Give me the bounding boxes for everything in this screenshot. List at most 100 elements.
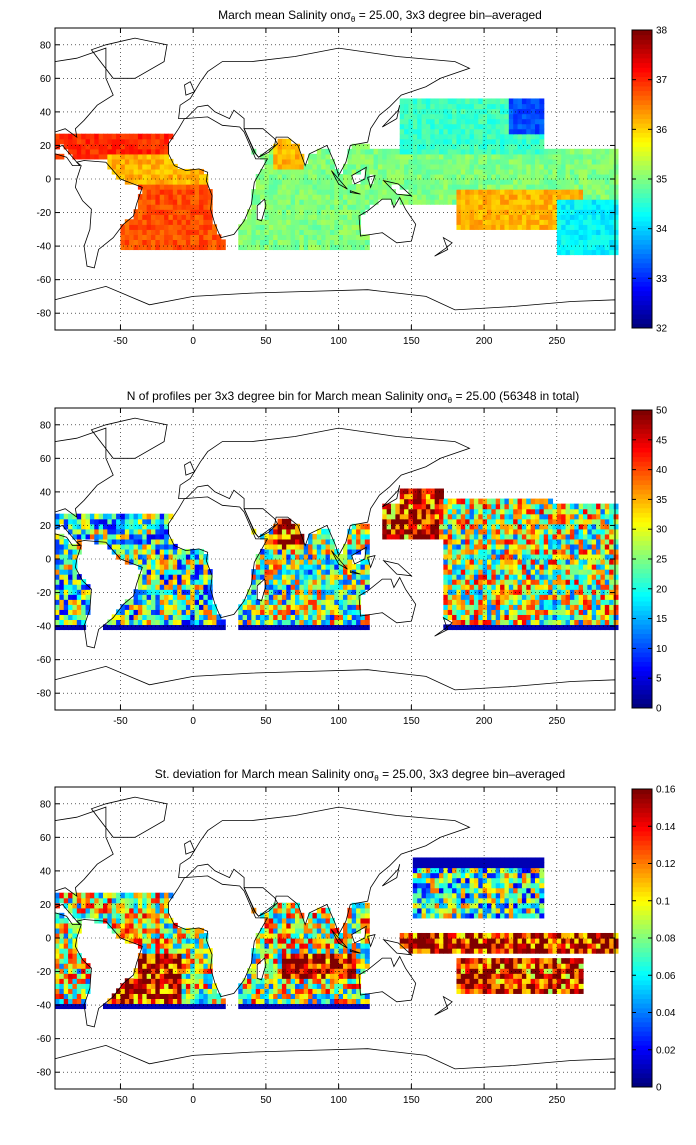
heatmap-cell <box>317 998 322 1004</box>
heatmap-cell <box>614 504 619 510</box>
heatmap-cell <box>483 589 488 595</box>
heatmap-cell <box>147 214 152 220</box>
heatmap-cell <box>526 534 531 540</box>
heatmap-cell <box>461 534 466 540</box>
heatmap-cell <box>570 204 575 210</box>
heatmap-cell <box>583 544 588 550</box>
colorbar-segment <box>632 151 652 156</box>
heatmap-cell <box>430 199 435 205</box>
heatmap-cell <box>426 164 431 170</box>
heatmap-cell <box>605 584 610 590</box>
heatmap-cell <box>81 139 86 145</box>
heatmap-cell <box>186 619 191 625</box>
heatmap-cell <box>448 154 453 160</box>
heatmap-cell <box>64 594 69 600</box>
heatmap-cell <box>587 239 592 245</box>
heatmap-cell <box>435 184 440 190</box>
heatmap-cell <box>269 609 274 615</box>
heatmap-cell <box>504 559 509 565</box>
heatmap-cell <box>413 499 418 505</box>
heatmap-cell <box>312 179 317 185</box>
heatmap-cell <box>548 509 553 515</box>
heatmap-cell <box>579 614 584 620</box>
heatmap-cell <box>500 564 505 570</box>
heatmap-cell <box>151 579 156 585</box>
heatmap-cell <box>269 219 274 225</box>
heatmap-cell <box>273 569 278 575</box>
heatmap-cell <box>539 189 544 195</box>
heatmap-cell <box>356 194 361 200</box>
heatmap-cell <box>282 564 287 570</box>
heatmap-cell <box>544 589 549 595</box>
heatmap-cell <box>64 993 69 999</box>
heatmap-cell <box>539 209 544 215</box>
heatmap-cell <box>522 599 527 605</box>
heatmap-cell <box>147 604 152 610</box>
heatmap-cell <box>579 159 584 165</box>
heatmap-cell <box>548 619 553 625</box>
heatmap-cell <box>570 619 575 625</box>
heatmap-cell <box>378 154 383 160</box>
heatmap-cell <box>168 579 173 585</box>
heatmap-cell <box>513 539 518 545</box>
heatmap-cell <box>452 199 457 205</box>
heatmap-cell <box>417 149 422 155</box>
heatmap-cell <box>566 184 571 190</box>
heatmap-cell <box>291 529 296 535</box>
heatmap-cell <box>256 239 261 245</box>
heatmap-cell <box>138 993 143 999</box>
heatmap-cell <box>504 154 509 160</box>
heatmap-cell <box>579 209 584 215</box>
heatmap-cell <box>260 549 265 555</box>
heatmap-cell <box>177 179 182 185</box>
heatmap-cell <box>312 549 317 555</box>
heatmap-cell <box>339 609 344 615</box>
heatmap-cell <box>614 529 619 535</box>
heatmap-cell <box>264 219 269 225</box>
heatmap-cell <box>291 624 296 630</box>
heatmap-cell <box>125 149 130 155</box>
heatmap-cell <box>134 219 139 225</box>
heatmap-cell <box>147 574 152 580</box>
heatmap-cell <box>526 154 531 160</box>
heatmap-cell <box>155 134 160 140</box>
heatmap-cell <box>94 524 99 530</box>
heatmap-cell <box>343 169 348 175</box>
heatmap-cell <box>487 559 492 565</box>
heatmap-cell <box>422 174 427 180</box>
heatmap-cell <box>448 134 453 140</box>
heatmap-cell <box>352 614 357 620</box>
heatmap-cell <box>168 1003 173 1009</box>
heatmap-cell <box>465 499 470 505</box>
heatmap-cell <box>195 234 200 240</box>
heatmap-cell <box>99 534 104 540</box>
heatmap-cell <box>552 519 557 525</box>
heatmap-cell <box>107 1003 112 1009</box>
heatmap-cell <box>417 179 422 185</box>
heatmap-cell <box>579 564 584 570</box>
heatmap-cell <box>308 194 313 200</box>
y-tick-label: -20 <box>37 208 52 219</box>
heatmap-cell <box>491 609 496 615</box>
heatmap-cell <box>260 234 265 240</box>
heatmap-cell <box>282 554 287 560</box>
heatmap-cell <box>295 204 300 210</box>
heatmap-cell <box>500 109 505 115</box>
heatmap-cell <box>422 149 427 155</box>
heatmap-cell <box>614 579 619 585</box>
heatmap-cell <box>500 214 505 220</box>
colorbar-segment <box>632 202 652 207</box>
heatmap-cell <box>321 224 326 230</box>
heatmap-cell <box>321 189 326 195</box>
heatmap-cell <box>544 519 549 525</box>
heatmap-cell <box>474 219 479 225</box>
heatmap-cell <box>339 579 344 585</box>
heatmap-cell <box>518 204 523 210</box>
heatmap-cell <box>430 169 435 175</box>
heatmap-cell <box>339 584 344 590</box>
heatmap-cell <box>339 619 344 625</box>
heatmap-cell <box>513 534 518 540</box>
heatmap-cell <box>282 569 287 575</box>
heatmap-cell <box>326 189 331 195</box>
heatmap-cell <box>557 539 562 545</box>
